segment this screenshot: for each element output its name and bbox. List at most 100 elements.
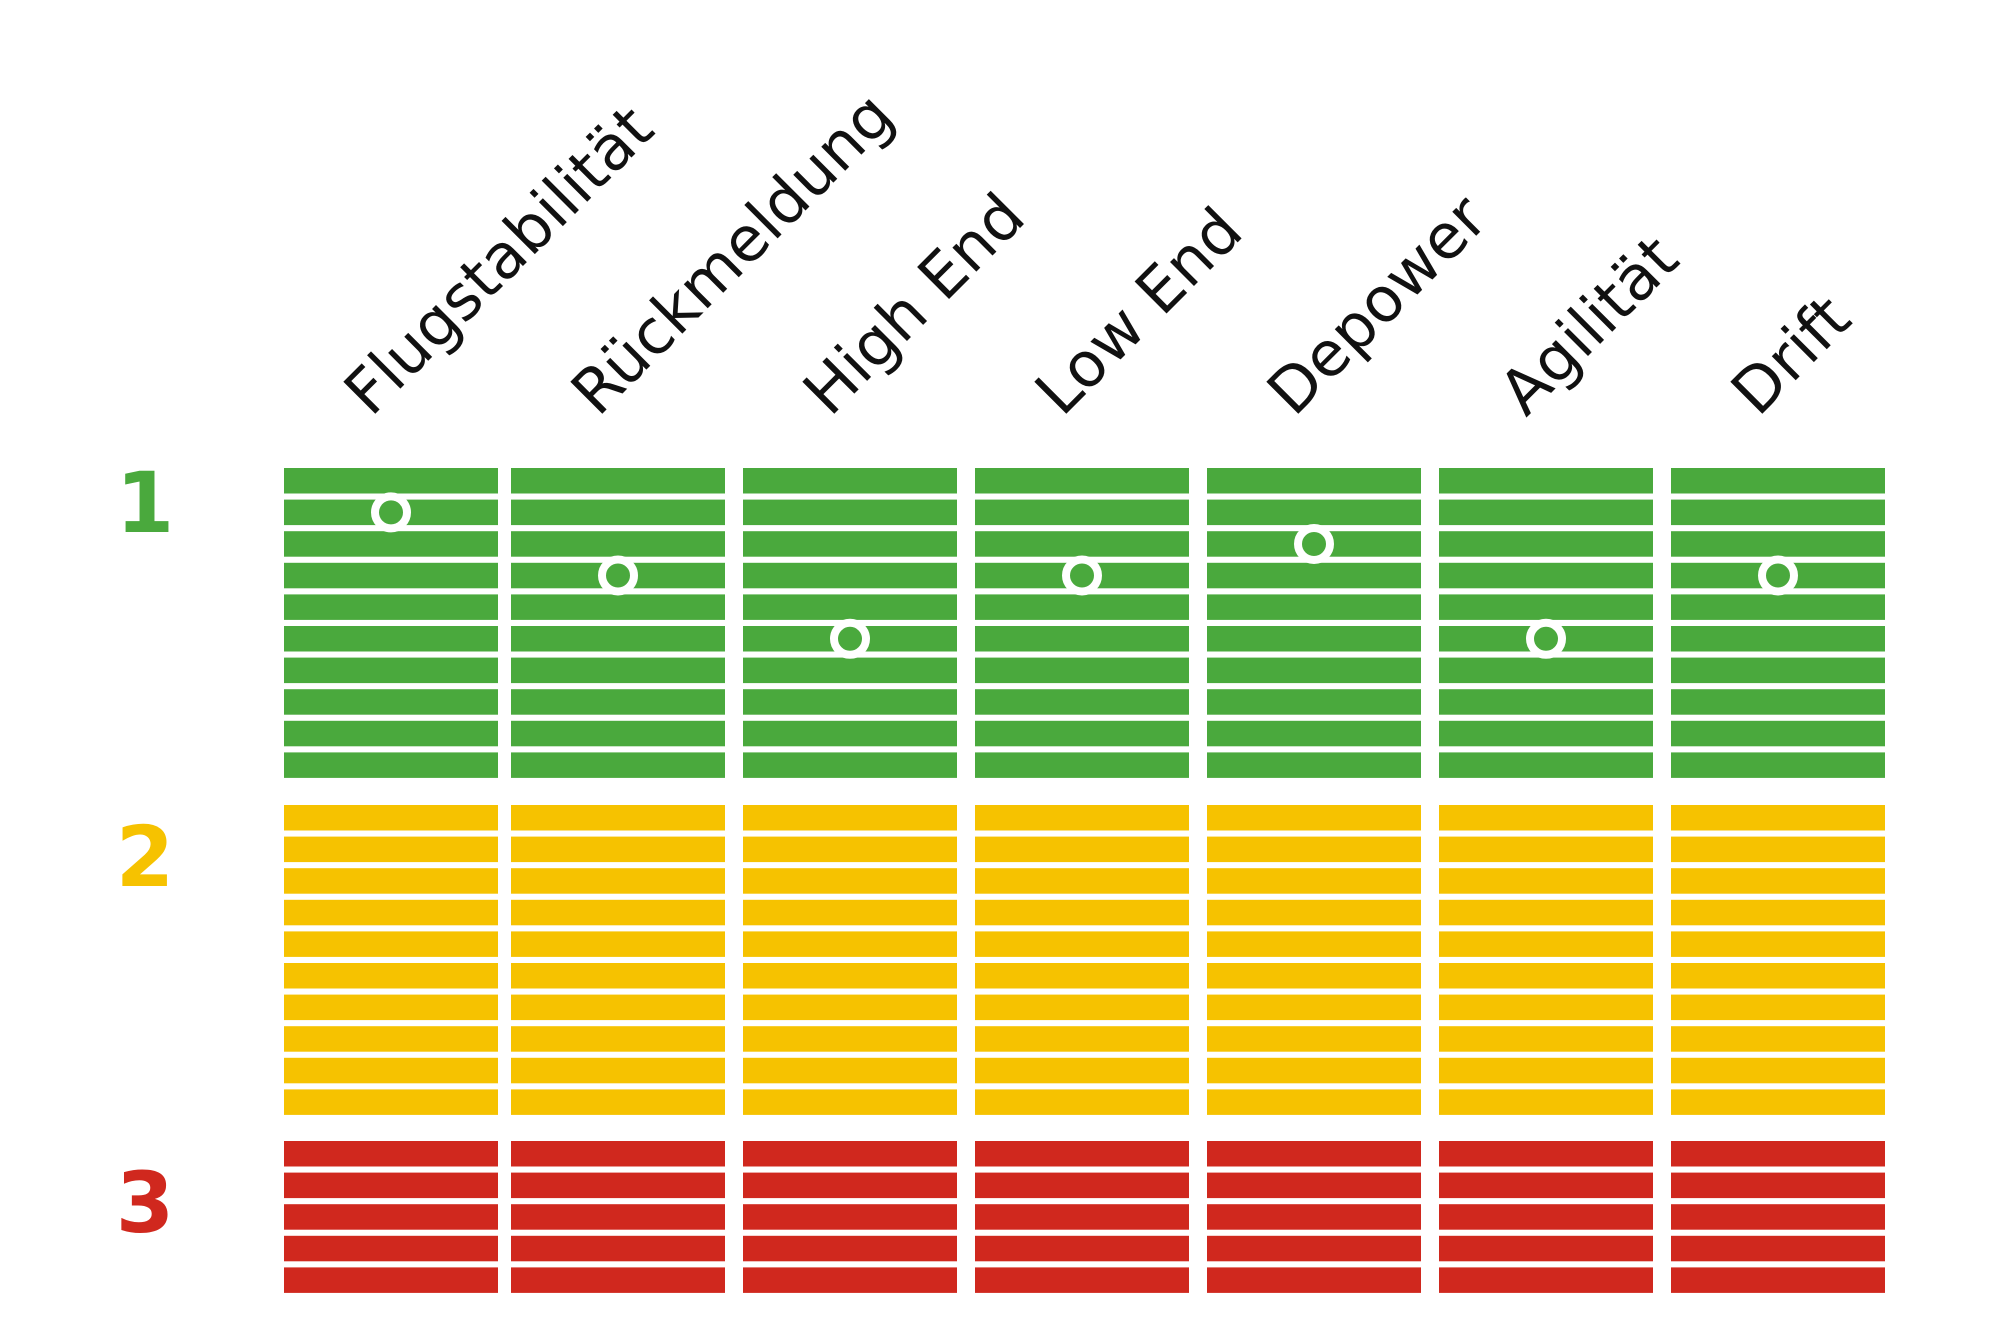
rating-stripe — [511, 562, 725, 589]
rating-stripe — [1207, 562, 1421, 589]
rating-stripe — [511, 931, 725, 957]
rating-stripe — [743, 994, 957, 1021]
rating-stripe — [1439, 1026, 1653, 1052]
rating-stripe — [1207, 836, 1421, 863]
rating-stripe — [1439, 562, 1653, 589]
rating-stripe — [1439, 1172, 1653, 1199]
rating-stripe — [1439, 805, 1653, 831]
rating-stripe — [511, 499, 725, 526]
rating-stripe — [1439, 1141, 1653, 1167]
rating-stripe — [284, 931, 498, 957]
rating-stripe — [743, 1057, 957, 1084]
rating-stripe — [975, 1204, 1189, 1230]
rating-stripe — [1207, 805, 1421, 831]
rating-stripe — [975, 931, 1189, 957]
rating-stripe — [511, 994, 725, 1021]
rating-stripe — [1207, 1172, 1421, 1199]
rating-stripe — [975, 752, 1189, 778]
rating-stripe — [1207, 931, 1421, 957]
rating-stripe — [1207, 594, 1421, 620]
rating-stripe — [975, 720, 1189, 747]
rating-stripe — [743, 1172, 957, 1199]
rating-stripe — [1207, 994, 1421, 1021]
rating-stripe — [743, 931, 957, 957]
column-label: Depower — [1253, 180, 1501, 428]
rating-stripe — [743, 657, 957, 684]
rating-stripe — [1671, 1057, 1885, 1084]
column-label: Drift — [1717, 281, 1864, 428]
rating-stripe — [1439, 931, 1653, 957]
rating-stripe — [1439, 1267, 1653, 1293]
rating-stripe — [975, 1235, 1189, 1262]
rating-stripe — [743, 562, 957, 589]
rating-stripe — [1207, 1267, 1421, 1293]
rating-stripe — [975, 499, 1189, 526]
rating-stripe — [975, 594, 1189, 620]
rating-stripe — [511, 531, 725, 557]
rating-stripe — [284, 468, 498, 494]
rating-stripe — [1439, 720, 1653, 747]
rating-stripe — [511, 468, 725, 494]
rating-stripe — [1207, 626, 1421, 652]
rating-stripe — [284, 1267, 498, 1293]
rating-stripe — [1207, 1026, 1421, 1052]
rating-stripe — [1207, 689, 1421, 715]
rating-stripe — [511, 720, 725, 747]
rating-stripe — [1207, 1235, 1421, 1262]
rating-stripe — [284, 531, 498, 557]
rating-stripe — [511, 963, 725, 989]
rating-stripe — [975, 689, 1189, 715]
rating-stripe — [284, 805, 498, 831]
rating-stripe — [1207, 1141, 1421, 1167]
rating-stripe — [1439, 899, 1653, 926]
rating-stripe — [284, 1057, 498, 1084]
rating-stripe — [511, 1141, 725, 1167]
rating-stripe — [284, 720, 498, 747]
rating-marker — [830, 618, 870, 659]
rating-stripe — [1207, 868, 1421, 894]
rating-stripe — [1671, 499, 1885, 526]
rating-stripe — [1671, 1267, 1885, 1293]
rating-stripe — [1671, 531, 1885, 557]
rating-stripe — [975, 626, 1189, 652]
rating-stripe — [1671, 963, 1885, 989]
rating-stripe — [284, 594, 498, 620]
rating-stripe — [743, 868, 957, 894]
rating-stripe — [1671, 689, 1885, 715]
rating-stripe — [511, 1267, 725, 1293]
rating-stripe — [975, 868, 1189, 894]
rating-stripe — [975, 1172, 1189, 1199]
rating-stripe — [1207, 657, 1421, 684]
rating-stripe — [1207, 899, 1421, 926]
rating-stripe — [743, 1089, 957, 1115]
rating-stripe — [511, 626, 725, 652]
rating-grid — [284, 468, 1885, 1293]
rating-stripe — [511, 1057, 725, 1084]
rating-stripe — [1671, 836, 1885, 863]
rating-stripe — [1671, 1141, 1885, 1167]
rating-stripe — [975, 963, 1189, 989]
rating-stripe — [511, 899, 725, 926]
rating-stripe — [511, 805, 725, 831]
rating-stripe — [743, 626, 957, 652]
rating-stripe — [1439, 994, 1653, 1021]
rating-stripe — [284, 1204, 498, 1230]
rating-stripe — [743, 689, 957, 715]
rating-stripe — [743, 1204, 957, 1230]
rating-stripe — [743, 468, 957, 494]
rating-stripe — [1439, 1057, 1653, 1084]
rating-stripe — [284, 1172, 498, 1199]
rating-stripe — [284, 1089, 498, 1115]
rating-marker — [598, 555, 638, 596]
band-label: 1 — [116, 454, 174, 552]
rating-stripe — [511, 1204, 725, 1230]
rating-stripe — [1671, 1204, 1885, 1230]
rating-stripe — [1671, 1172, 1885, 1199]
rating-marker — [1062, 555, 1102, 596]
rating-markers — [371, 492, 1798, 659]
rating-stripe — [1439, 594, 1653, 620]
rating-stripe — [1671, 720, 1885, 747]
rating-stripe — [1439, 836, 1653, 863]
rating-stripe — [1439, 963, 1653, 989]
